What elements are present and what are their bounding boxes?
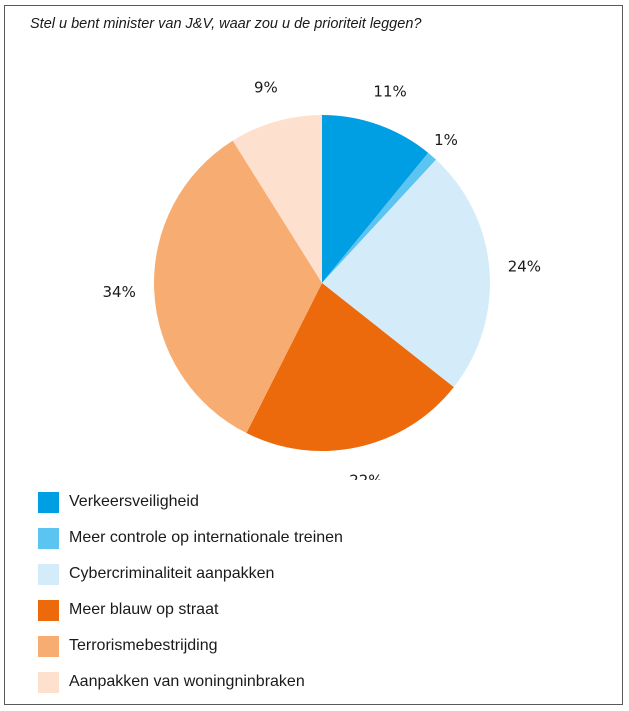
legend-swatch [38, 563, 59, 585]
pie-chart: 11% 1% 24% 22% 34% 9% [103, 78, 542, 480]
legend-swatch [38, 599, 59, 621]
pie-slice-2 [322, 152, 437, 283]
legend-item: Verkeersveiligheid [38, 484, 343, 520]
legend-swatch [38, 491, 59, 513]
pie-value-label-4: 22% [349, 472, 382, 480]
pie-slices [154, 115, 490, 451]
pie-slice-4 [246, 283, 454, 451]
pie-slice-6 [232, 115, 322, 283]
pie-value-label-6: 9% [254, 78, 278, 96]
pie-value-label-1: 11% [373, 82, 406, 100]
legend-item: Aanpakken van woningninbraken [38, 664, 343, 700]
pie-value-label-5: 34% [103, 283, 136, 301]
legend-label: Verkeersveiligheid [69, 493, 199, 510]
legend-item: Meer blauw op straat [38, 592, 343, 628]
pie-slice-3 [322, 159, 490, 388]
pie-value-label-3: 24% [508, 258, 541, 276]
legend-item: Cybercriminaliteit aanpakken [38, 556, 343, 592]
pie-value-labels: 11% 1% 24% 22% 34% 9% [103, 78, 542, 480]
legend-label: Aanpakken van woningninbraken [69, 673, 305, 690]
legend-item: Meer controle op internationale treinen [38, 520, 343, 556]
pie-slice-1 [322, 115, 429, 283]
legend-label: Cybercriminaliteit aanpakken [69, 565, 275, 582]
chart-legend: Verkeersveiligheid Meer controle op inter… [38, 484, 343, 700]
chart-title: Stel u bent minister van J&V, waar zou u… [30, 16, 422, 32]
legend-label: Meer controle op internationale treinen [69, 529, 343, 546]
legend-label: Terrorismebestrijding [69, 637, 218, 654]
pie-value-label-2: 1% [434, 131, 458, 149]
legend-swatch [38, 635, 59, 657]
legend-swatch [38, 527, 59, 549]
legend-swatch [38, 671, 59, 693]
legend-label: Meer blauw op straat [69, 601, 219, 618]
legend-item: Terrorismebestrijding [38, 628, 343, 664]
pie-slice-5 [154, 140, 322, 434]
